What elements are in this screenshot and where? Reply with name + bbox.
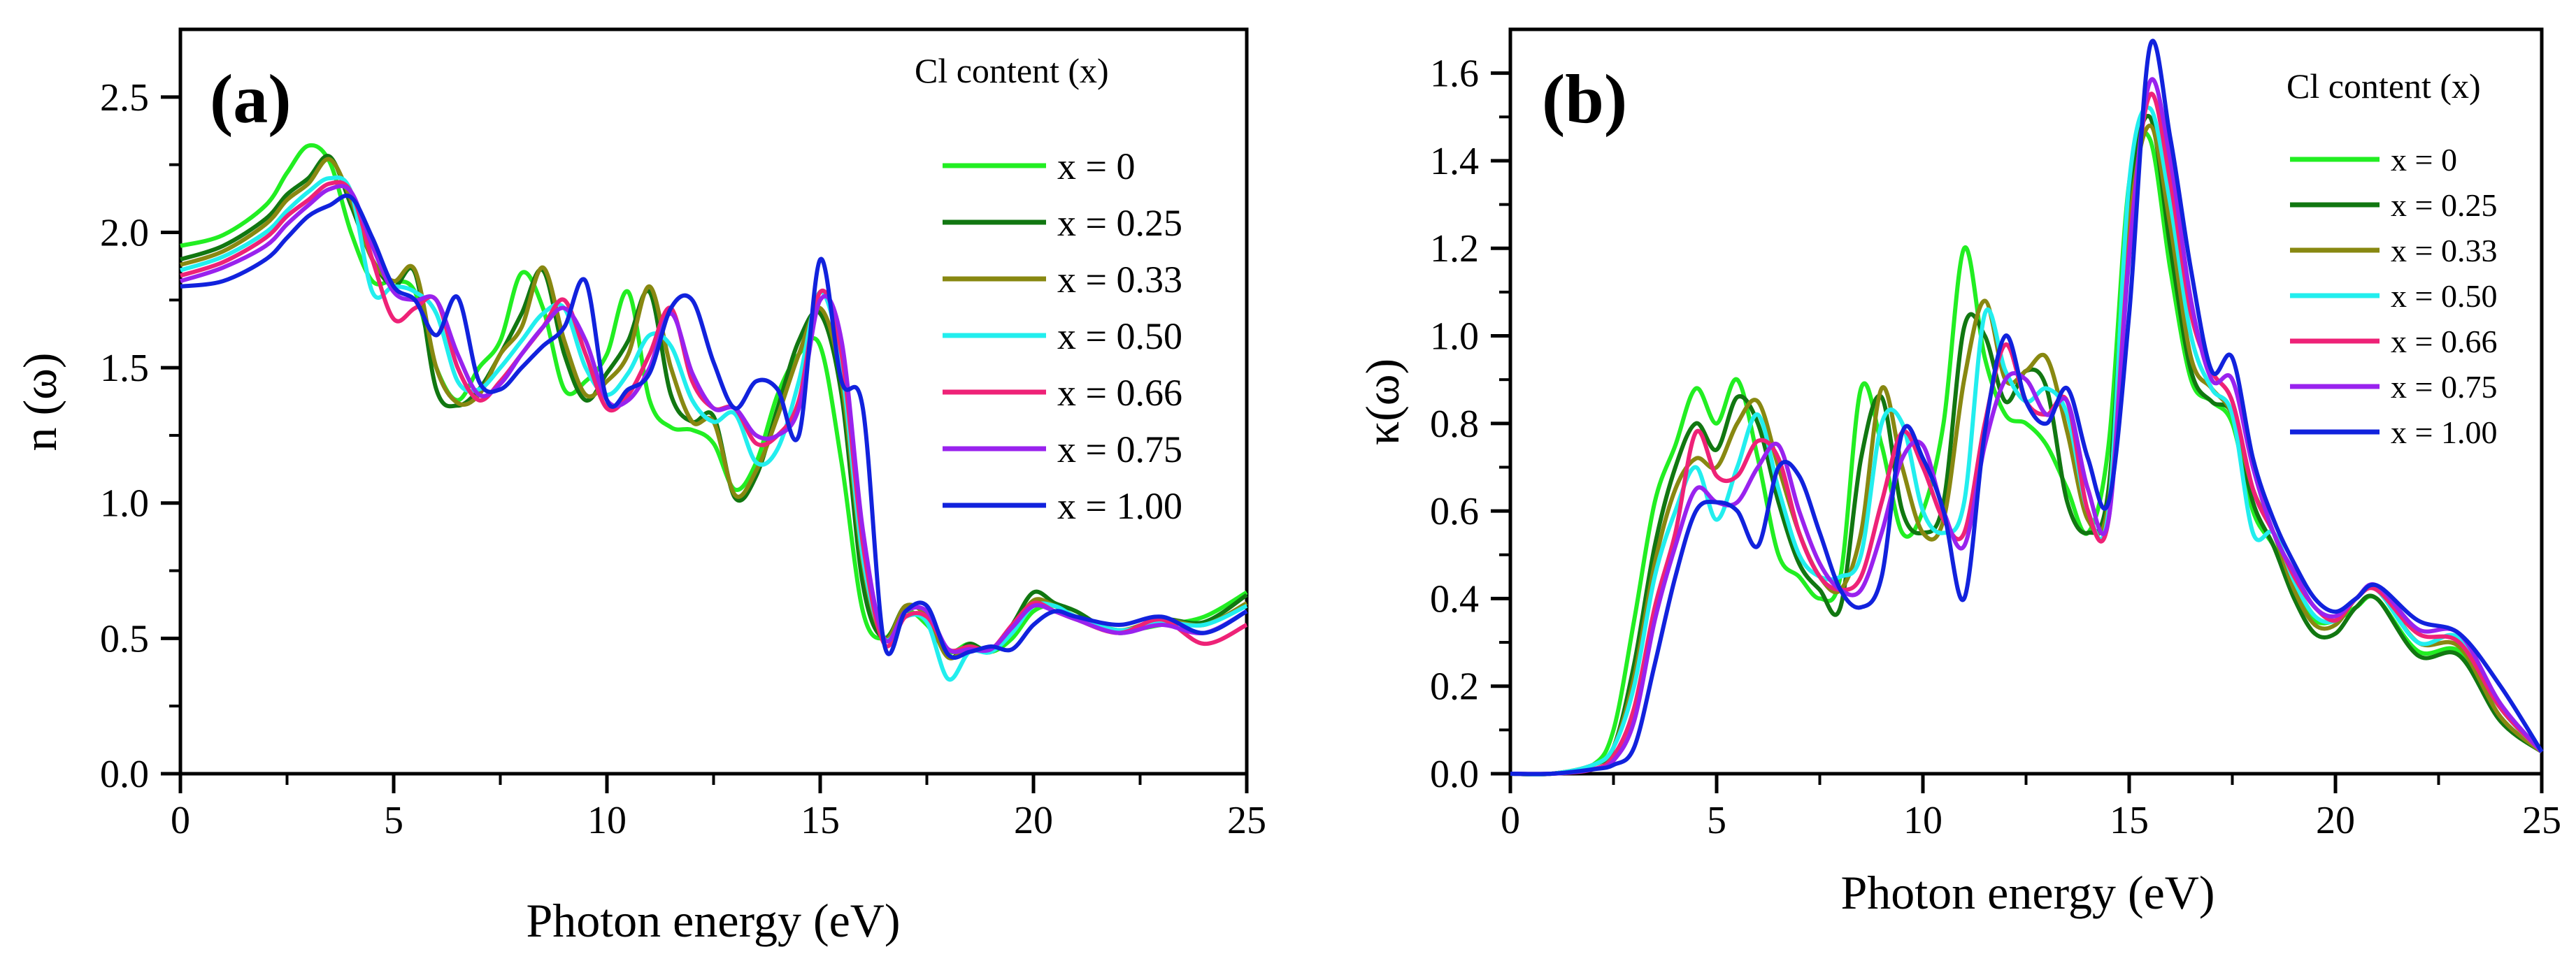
series-line-b-0: [1510, 130, 2544, 777]
legend-label-a: x = 0.25: [1057, 202, 1182, 244]
x-axis-label-b: Photon energy (eV): [1840, 866, 2214, 919]
y-tick-label-b: 1.4: [1430, 140, 1479, 183]
y-tick-label-a: 1.5: [100, 347, 149, 390]
x-tick-label-a: 25: [1227, 799, 1266, 842]
legend-label-a: x = 1.00: [1057, 485, 1182, 527]
series-group-a: [180, 143, 1248, 682]
y-tick-label-a: 0.0: [100, 753, 149, 796]
x-tick-label-a: 0: [171, 799, 190, 842]
legend-label-b: x = 0.66: [2391, 324, 2497, 359]
series-line-b-2: [1510, 123, 2543, 777]
legend-label-a: x = 0.50: [1057, 315, 1182, 357]
legend-label-a: x = 0: [1057, 145, 1135, 187]
x-tick-label-b: 15: [2110, 799, 2149, 842]
series-line-b-3: [1510, 105, 2544, 777]
y-tick-label-a: 2.0: [100, 211, 149, 254]
series-line-a-6: [180, 194, 1248, 660]
axis-ticks-a: 0 5 10 15 20 25 0.0 0.5 1.0 1.5 2.0 2.5: [100, 76, 1266, 842]
series-line-a-5: [180, 184, 1248, 654]
legend-label-b: x = 1.00: [2391, 414, 2497, 450]
y-tick-label-a: 2.5: [100, 76, 149, 120]
legend-a: x = 0 x = 0.25 x = 0.33 x = 0.50 x = 0.66 x =…: [943, 145, 1182, 527]
y-tick-label-b: 0.8: [1430, 403, 1479, 446]
legend-label-b: x = 0.33: [2391, 233, 2497, 268]
series-line-b-6: [1510, 38, 2544, 777]
series-line-a-3: [180, 175, 1248, 682]
legend-title-b: Cl content (x): [2287, 66, 2481, 106]
x-tick-label-b: 5: [1707, 799, 1726, 842]
legend-label-b: x = 0.75: [2391, 369, 2497, 405]
y-axis-label-b: κ(ω): [1356, 359, 1409, 445]
x-tick-label-a: 5: [384, 799, 403, 842]
legend-label-a: x = 0.33: [1057, 259, 1182, 301]
axis-ticks-b: 0 5 10 15 20 25 0.0 0.2 0.4 0.6 0.8 1.0 1.2 1.4 1.6: [1430, 52, 2561, 842]
panel-label-b: (b): [1542, 60, 1627, 138]
x-tick-label-b: 25: [2522, 799, 2561, 842]
y-tick-label-b: 0.0: [1430, 753, 1479, 796]
legend-label-a: x = 0.66: [1057, 372, 1182, 414]
series-group-b: [1510, 38, 2544, 777]
y-tick-label-b: 1.2: [1430, 227, 1479, 270]
x-axis-label-a: Photon energy (eV): [526, 894, 900, 947]
legend-label-b: x = 0.50: [2391, 278, 2497, 314]
chart-panel-b: 0 5 10 15 20 25 0.0 0.2 0.4 0.6 0.8 1.0 1.2 1.4 1.6 x …: [1356, 27, 2561, 919]
x-tick-label-a: 20: [1014, 799, 1053, 842]
x-tick-label-a: 10: [587, 799, 627, 842]
y-tick-label-b: 0.6: [1430, 490, 1479, 533]
series-line-b-5: [1510, 77, 2544, 777]
y-tick-label-a: 0.5: [100, 617, 149, 660]
legend-label-b: x = 0.25: [2391, 187, 2497, 223]
series-line-b-4: [1510, 92, 2544, 777]
panel-label-a: (a): [210, 60, 292, 138]
x-tick-label-b: 10: [1903, 799, 1942, 842]
y-tick-label-b: 0.4: [1430, 577, 1479, 621]
legend-label-a: x = 0.75: [1057, 428, 1182, 470]
series-line-b-1: [1510, 113, 2543, 777]
x-tick-label-b: 20: [2316, 799, 2355, 842]
y-tick-label-b: 1.0: [1430, 315, 1479, 359]
y-tick-label-b: 1.6: [1430, 52, 1479, 96]
x-tick-label-a: 15: [801, 799, 840, 842]
x-tick-label-b: 0: [1501, 799, 1520, 842]
y-tick-label-b: 0.2: [1430, 665, 1479, 709]
legend-b: x = 0 x = 0.25 x = 0.33 x = 0.50 x = 0.66 x =…: [2290, 142, 2497, 450]
y-axis-label-a: n (ω): [13, 352, 66, 451]
legend-label-b: x = 0: [2391, 142, 2457, 178]
chart-panel-a: 0 5 10 15 20 25 0.0 0.5 1.0 1.5 2.0 2.5 x = 0 x = 0.…: [13, 27, 1266, 947]
legend-title-a: Cl content (x): [915, 51, 1109, 90]
y-tick-label-a: 1.0: [100, 482, 149, 526]
